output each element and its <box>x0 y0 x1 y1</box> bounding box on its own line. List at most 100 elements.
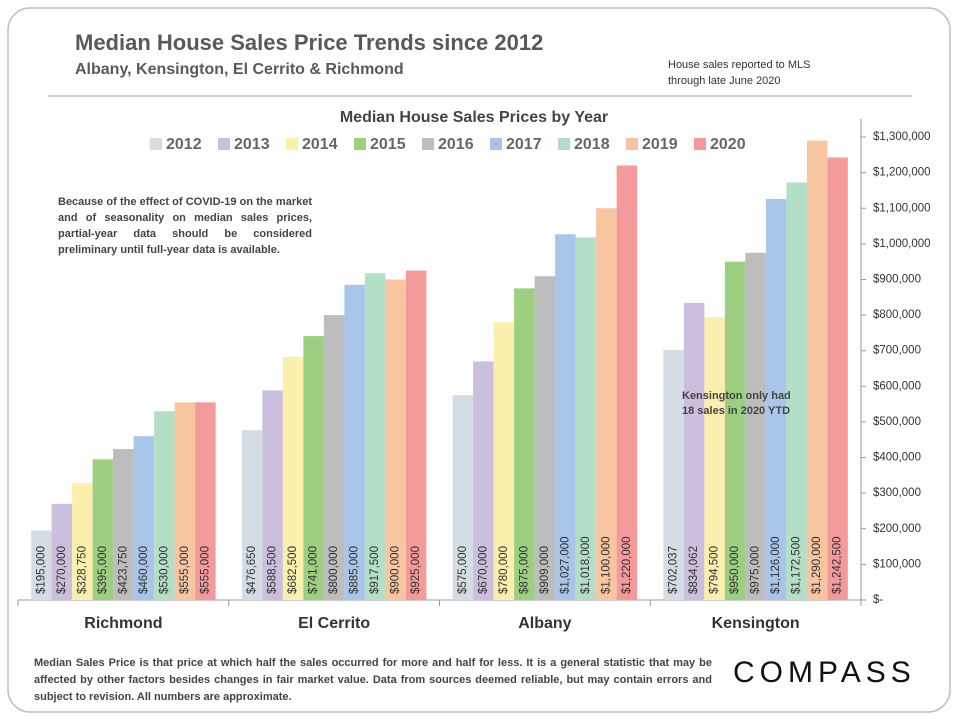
legend-label: 2014 <box>302 136 338 153</box>
value-label: $530,000 <box>158 546 170 594</box>
annotation: Because of the effect of COVID-19 on the… <box>58 196 312 256</box>
y-tick-label: $500,000 <box>873 416 921 428</box>
logo: COMPASS <box>733 656 916 689</box>
legend-label: 2015 <box>370 136 406 153</box>
bar <box>154 411 175 600</box>
value-label: $588,500 <box>267 546 279 594</box>
value-label: $1,018,000 <box>580 536 592 594</box>
annotation: Kensington only had 18 sales in 2020 YTD <box>682 390 791 417</box>
value-label: $794,500 <box>709 546 721 594</box>
value-label: $1,242,500 <box>832 536 844 594</box>
value-label: $555,000 <box>179 546 191 594</box>
value-label: $741,000 <box>308 546 320 594</box>
value-label: $950,000 <box>729 546 741 594</box>
bar <box>555 234 576 601</box>
value-label: $670,000 <box>477 546 489 594</box>
legend-label: 2012 <box>166 136 202 153</box>
y-tick-label: $1,200,000 <box>873 167 931 179</box>
value-label: $834,062 <box>688 546 700 594</box>
y-tick-label: $400,000 <box>873 452 921 464</box>
x-tick-label: Albany <box>518 615 571 632</box>
bar <box>683 302 705 600</box>
legend-label: 2019 <box>642 136 678 153</box>
bar <box>92 459 114 600</box>
legend-swatch <box>490 138 502 150</box>
value-label: $1,126,000 <box>770 536 782 594</box>
bar <box>323 315 345 600</box>
value-label: $900,000 <box>390 546 402 594</box>
y-tick-label: $600,000 <box>873 380 921 392</box>
value-label: $328,750 <box>76 546 88 594</box>
chart-title: Median House Sales Prices by Year <box>340 109 608 126</box>
bar <box>786 182 807 601</box>
legend-swatch <box>694 138 706 150</box>
bar <box>174 402 196 600</box>
legend-label: 2020 <box>710 136 746 153</box>
bar <box>195 402 216 600</box>
value-label: $423,750 <box>117 546 129 594</box>
legend-swatch <box>354 138 366 150</box>
y-tick-label: $1,000,000 <box>873 238 931 250</box>
value-label: $885,000 <box>349 546 361 594</box>
legend-swatch <box>626 138 638 150</box>
bar <box>344 284 365 600</box>
bar <box>31 530 52 600</box>
bar <box>806 140 828 601</box>
value-label: $917,500 <box>369 546 381 594</box>
bar <box>405 270 427 600</box>
bar <box>616 165 638 600</box>
bar <box>72 482 93 600</box>
legend-label: 2016 <box>438 136 474 153</box>
bar <box>704 317 725 600</box>
value-label: $1,172,500 <box>791 536 803 594</box>
value-label: $270,000 <box>56 546 68 594</box>
y-tick-label: $300,000 <box>873 487 921 499</box>
bar <box>282 356 304 600</box>
bar <box>133 436 155 600</box>
bar <box>827 157 848 600</box>
value-label: $909,000 <box>539 546 551 594</box>
bar <box>596 208 617 600</box>
legend-swatch <box>218 138 230 150</box>
x-tick-label: Kensington <box>712 615 800 632</box>
value-label: $780,000 <box>498 546 510 594</box>
bar <box>303 336 324 600</box>
y-tick-label: $100,000 <box>873 558 921 570</box>
y-tick-label: $- <box>873 594 883 606</box>
frame <box>7 7 951 713</box>
bar <box>663 349 684 600</box>
legend-label: 2013 <box>234 136 270 153</box>
value-label: $1,100,000 <box>600 536 612 594</box>
value-label: $395,000 <box>97 546 109 594</box>
x-tick-label: El Cerrito <box>298 615 370 632</box>
y-tick-label: $200,000 <box>873 523 921 535</box>
value-label: $1,027,000 <box>559 536 571 594</box>
bar <box>385 279 406 600</box>
value-label: $1,290,000 <box>811 536 823 594</box>
value-label: $975,000 <box>750 546 762 594</box>
note: House sales reported to MLS through late… <box>668 59 811 87</box>
bar <box>575 237 597 601</box>
value-label: $460,000 <box>138 546 150 594</box>
bar <box>514 288 535 600</box>
subtitle: Albany, Kensington, El Cerrito & Richmon… <box>75 61 404 78</box>
value-label: $476,650 <box>246 546 258 594</box>
value-label: $925,000 <box>410 546 422 594</box>
bar <box>765 198 787 600</box>
legend-swatch <box>422 138 434 150</box>
bar <box>262 390 283 600</box>
bar <box>113 449 134 600</box>
bar <box>452 395 474 600</box>
bar <box>364 273 386 600</box>
x-tick-label: Richmond <box>84 615 162 632</box>
value-label: $575,000 <box>457 546 469 594</box>
value-label: $875,000 <box>518 546 530 594</box>
legend-swatch <box>286 138 298 150</box>
y-tick-label: $700,000 <box>873 345 921 357</box>
value-label: $555,000 <box>199 546 211 594</box>
bar <box>51 503 73 600</box>
bar <box>534 276 556 600</box>
value-label: $800,000 <box>328 546 340 594</box>
title: Median House Sales Price Trends since 20… <box>75 30 544 55</box>
